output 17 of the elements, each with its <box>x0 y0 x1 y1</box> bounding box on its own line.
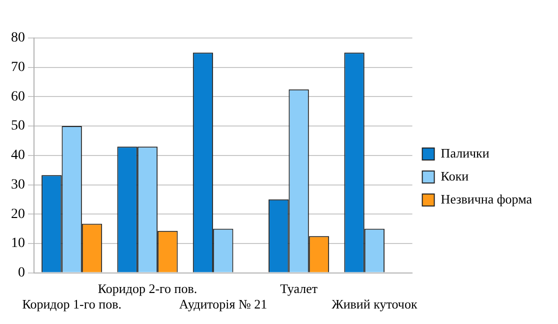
x-tick-label: Коридор 2-го пов. <box>98 281 198 296</box>
y-tick-label: 40 <box>11 148 25 164</box>
y-tick-label: 30 <box>11 177 25 192</box>
legend-label: Незвична форма <box>440 191 532 206</box>
y-tick-label: 10 <box>11 236 25 252</box>
y-tick-label: 20 <box>11 206 25 222</box>
x-tick-label: Туалет <box>280 281 318 296</box>
y-tick-label: 70 <box>11 60 25 76</box>
y-tick-label: 50 <box>11 118 25 134</box>
y-tick-label: 0 <box>18 265 25 280</box>
x-tick-label: Коридор 1-го пов. <box>22 296 122 312</box>
y-tick-label: 60 <box>11 89 25 104</box>
legend-label: Коки <box>440 168 469 184</box>
x-tick-label: Аудиторія № 21 <box>179 296 268 312</box>
x-tick-label: Живий куточок <box>332 296 418 312</box>
y-tick-label: 80 <box>11 30 25 46</box>
legend-label: Палички <box>440 145 490 160</box>
